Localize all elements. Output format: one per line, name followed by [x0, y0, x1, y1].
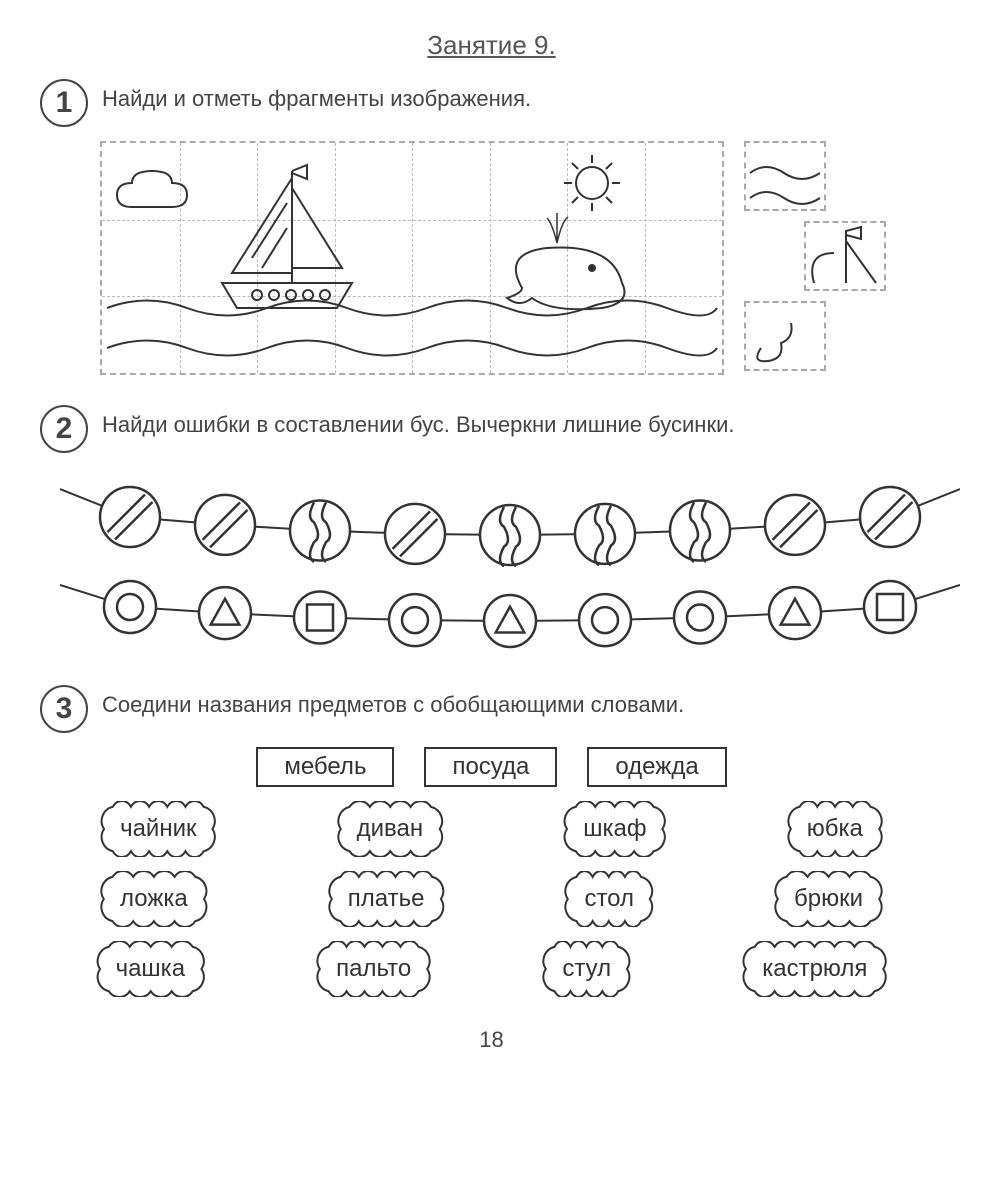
fragment-3[interactable] — [744, 301, 826, 371]
page-number: 18 — [40, 1027, 943, 1053]
task-1-prompt: Найди и отметь фрагменты изображения. — [102, 79, 531, 114]
category-box[interactable]: мебель — [256, 747, 394, 787]
word-cloud[interactable]: кастрюля — [740, 941, 889, 997]
word-cloud[interactable]: чайник — [98, 801, 218, 857]
task-2-prompt: Найди ошибки в составлении бус. Вычеркни… — [102, 405, 734, 440]
task-3: 3 Соедини названия предметов с обобщающи… — [40, 685, 943, 997]
word-cloud[interactable]: брюки — [772, 871, 885, 927]
category-box[interactable]: одежда — [587, 747, 726, 787]
word-clouds: чайник диван шкаф юбка ложка платье стол брюки… — [40, 801, 943, 997]
category-boxes: мебель посуда одежда — [40, 747, 943, 787]
scene-drawing — [102, 143, 722, 373]
page-title: Занятие 9. — [40, 30, 943, 61]
word-cloud[interactable]: платье — [326, 871, 447, 927]
bead-row-1[interactable] — [60, 467, 923, 557]
word-cloud[interactable]: юбка — [785, 801, 885, 857]
word-cloud[interactable]: пальто — [314, 941, 433, 997]
word-cloud[interactable]: диван — [335, 801, 446, 857]
fragment-1[interactable] — [744, 141, 826, 211]
fragment-2[interactable] — [804, 221, 886, 291]
scene-grid[interactable] — [100, 141, 724, 375]
word-cloud[interactable]: чашка — [94, 941, 207, 997]
task-number-1: 1 — [40, 79, 88, 127]
task-3-prompt: Соедини названия предметов с обобщающими… — [102, 685, 684, 720]
task-number-3: 3 — [40, 685, 88, 733]
category-box[interactable]: посуда — [424, 747, 557, 787]
task-number-2: 2 — [40, 405, 88, 453]
word-cloud[interactable]: стол — [562, 871, 656, 927]
word-cloud[interactable]: ложка — [98, 871, 210, 927]
fragments-column — [744, 141, 886, 375]
task-2: 2 Найди ошибки в составлении бус. Вычерк… — [40, 405, 943, 655]
word-cloud[interactable]: шкаф — [561, 801, 668, 857]
bead-row-2[interactable] — [60, 565, 923, 655]
word-cloud[interactable]: стул — [540, 941, 633, 997]
task-1: 1 Найди и отметь фрагменты изображения. — [40, 79, 943, 375]
